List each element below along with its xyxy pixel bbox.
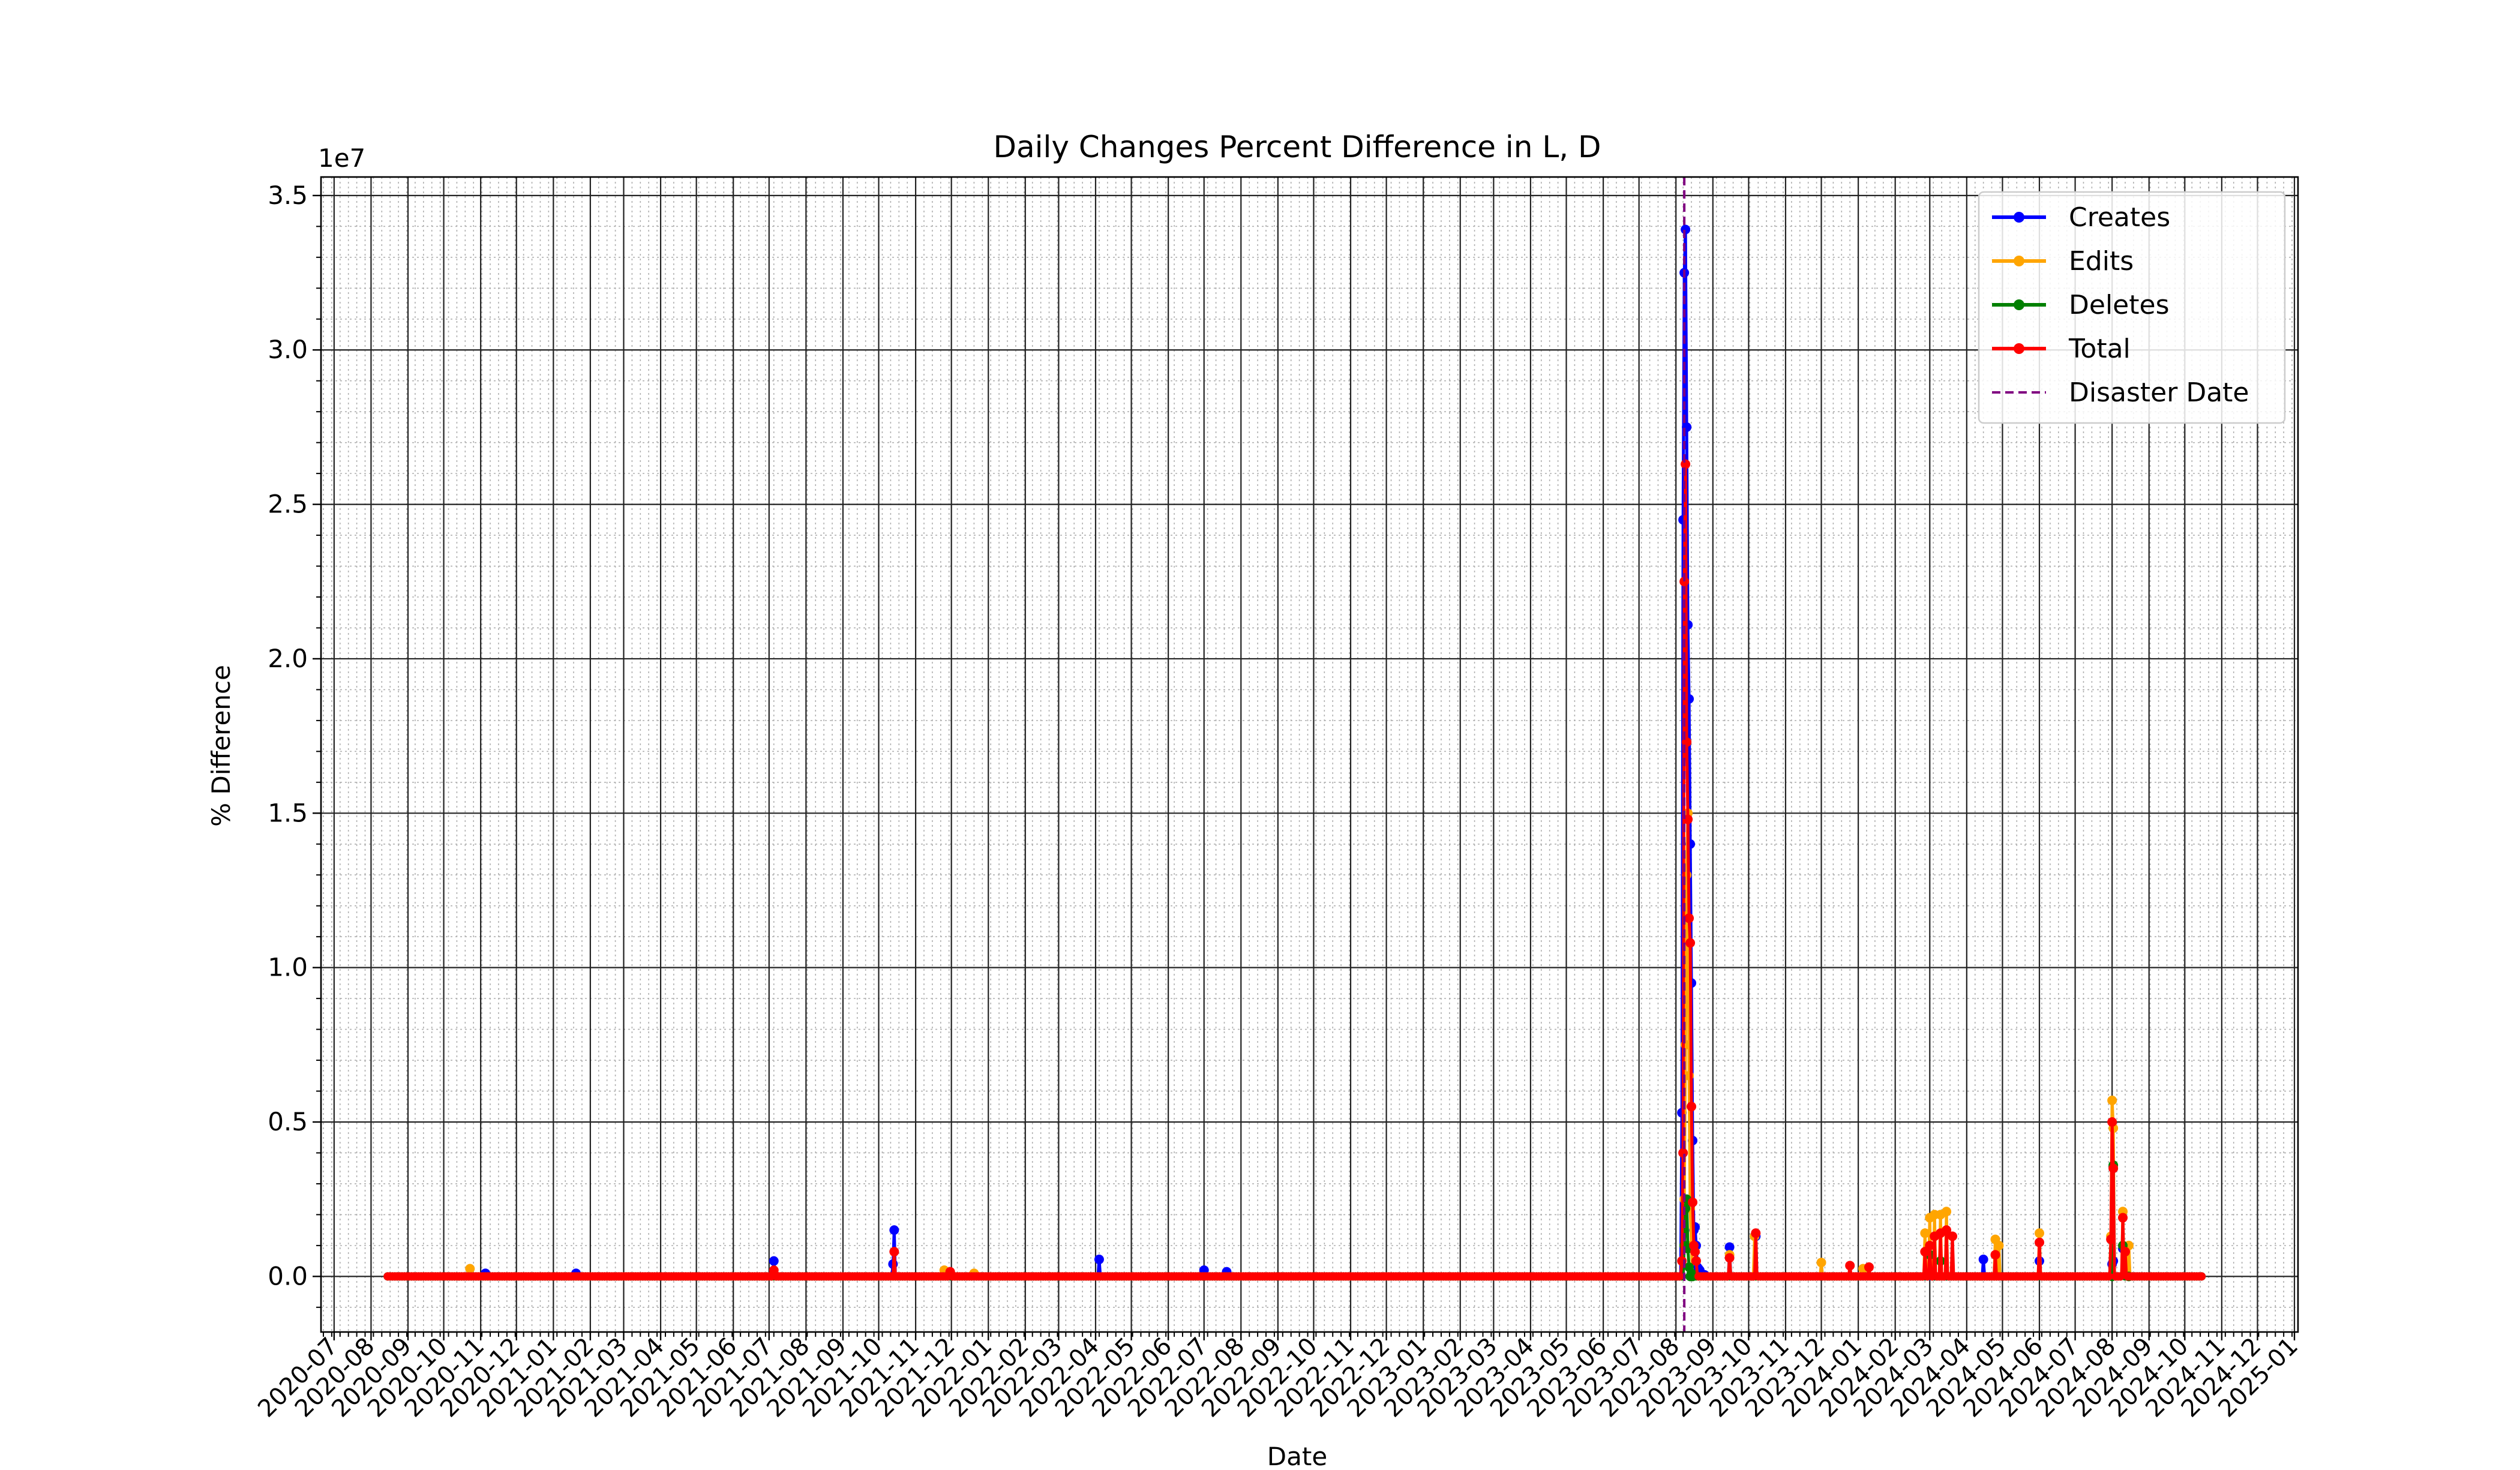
series-point — [1681, 224, 1691, 235]
series-point — [1678, 1148, 1688, 1158]
legend-label: Deletes — [2069, 290, 2170, 320]
y-tick-label: 2.5 — [268, 490, 308, 519]
series-point — [2107, 1117, 2117, 1127]
series-point — [889, 1225, 899, 1235]
y-axis-label: % Difference — [206, 665, 236, 827]
series-total — [383, 459, 2206, 1281]
series-point — [2116, 1272, 2125, 1281]
series-point — [1948, 1231, 1958, 1241]
series-point — [945, 1267, 955, 1277]
legend-marker — [2014, 212, 2024, 223]
legend-marker — [2014, 256, 2024, 266]
series-point — [2106, 1234, 2116, 1244]
series-point — [1688, 1271, 1698, 1282]
series-point — [769, 1256, 779, 1266]
legend-label: Edits — [2069, 246, 2134, 277]
y-tick-label: 2.0 — [268, 644, 308, 673]
series-point — [1920, 1228, 1930, 1238]
series-point — [2197, 1272, 2206, 1281]
series-point — [1864, 1262, 1874, 1272]
series-point — [1679, 577, 1690, 587]
series-point — [1685, 938, 1696, 948]
series-point — [1675, 1272, 1684, 1281]
axes-frame — [320, 176, 2299, 1333]
legend-marker — [2014, 299, 2024, 310]
x-axis-label: Date — [1267, 1442, 1327, 1470]
series-point — [2107, 1095, 2117, 1105]
legend-label: Total — [2068, 334, 2131, 364]
series-point — [1687, 1102, 1697, 1112]
series-point — [2035, 1237, 2045, 1247]
series-point — [1691, 1256, 1702, 1266]
series-point — [1990, 1250, 2000, 1260]
y-tick-label: 3.5 — [268, 181, 308, 210]
series-point — [1690, 1247, 1700, 1257]
legend-entry-total: Total — [1992, 334, 2131, 364]
legend-entry-edits: Edits — [1992, 246, 2134, 277]
series-point — [1845, 1261, 1855, 1271]
y-tick-label: 1.0 — [268, 953, 308, 982]
series-point — [1684, 913, 1694, 923]
series-point — [2108, 1163, 2119, 1174]
series-point — [1751, 1228, 1761, 1238]
series-point — [1094, 1255, 1104, 1265]
series-point — [2035, 1228, 2045, 1238]
series-point — [2120, 1247, 2131, 1257]
series-point — [1994, 1240, 2004, 1250]
chart-title: Daily Changes Percent Difference in L, D — [993, 130, 1601, 164]
series-point — [465, 1264, 475, 1274]
series-point — [1925, 1240, 1935, 1250]
series-point — [1724, 1253, 1735, 1263]
y-offset-text: 1e7 — [318, 143, 365, 173]
legend-entry-disaster-date: Disaster Date — [1992, 377, 2249, 408]
legend-label: Creates — [2069, 202, 2170, 233]
y-tick-label: 1.5 — [268, 798, 308, 827]
series-point — [769, 1265, 779, 1276]
series-point — [1688, 1197, 1698, 1207]
series-layer — [383, 177, 2206, 1332]
series-point — [889, 1247, 899, 1257]
legend-box — [1978, 191, 2286, 424]
y-tick-label: 3.0 — [268, 335, 308, 364]
legend-entry-deletes: Deletes — [1992, 290, 2170, 320]
series-point — [1978, 1255, 1988, 1265]
y-tick-label: 0.5 — [268, 1107, 308, 1136]
series-point — [1724, 1242, 1735, 1252]
series-point — [1942, 1225, 1952, 1235]
legend: Creates Edits Deletes Total Disaster Date — [1978, 191, 2286, 424]
series-point — [1681, 459, 1691, 469]
series-point — [1942, 1207, 1952, 1217]
legend-marker — [2014, 343, 2024, 354]
series-point — [1816, 1258, 1826, 1268]
series-point — [2104, 1272, 2113, 1281]
series-point — [2118, 1213, 2128, 1223]
legend-label: Disaster Date — [2069, 377, 2249, 408]
y-tick-label: 0.0 — [268, 1261, 308, 1291]
legend-entry-creates: Creates — [1992, 202, 2170, 233]
